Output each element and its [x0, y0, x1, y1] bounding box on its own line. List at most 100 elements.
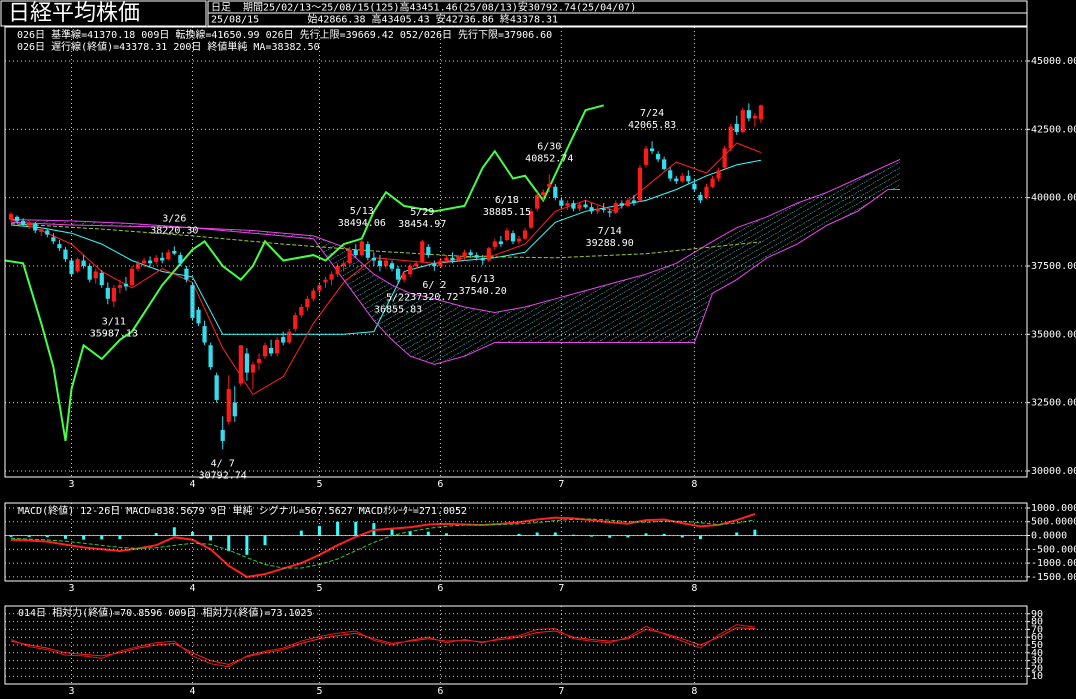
candle-body — [583, 204, 588, 208]
legend-entry: 026日 先行上限=39669.42 — [266, 28, 394, 41]
legend-entry: 026日 遅行線(終値)=43378.31 — [17, 40, 167, 53]
series-line — [5, 104, 604, 442]
annotation-date: 5/13 — [350, 206, 374, 217]
annotation-date: 5/22 — [386, 293, 410, 304]
candle-body — [565, 203, 570, 206]
candle-body — [408, 265, 413, 275]
histogram-bar — [644, 533, 648, 536]
annotation-price: 35987.13 — [90, 328, 138, 339]
candle-body — [601, 208, 606, 210]
candle-body — [256, 358, 262, 364]
candle-body — [21, 220, 26, 225]
y-tick-label: 30000.00 — [1031, 466, 1076, 477]
histogram-bar — [408, 531, 412, 536]
candle-body — [63, 249, 68, 260]
candle-body — [529, 211, 534, 228]
candle-body — [692, 183, 697, 190]
candle-body — [220, 429, 225, 441]
series-line — [10, 223, 761, 259]
histogram-bar — [100, 535, 104, 540]
histogram-bar — [63, 535, 67, 539]
histogram-bar — [735, 532, 739, 536]
candle-body — [474, 255, 479, 258]
histogram-bar — [608, 535, 612, 538]
candle-body — [710, 178, 715, 187]
candle-body — [716, 170, 721, 179]
histogram-bar — [118, 535, 122, 540]
annotation-price: 38494.06 — [338, 218, 386, 229]
candle-body — [728, 126, 733, 149]
series-line — [10, 513, 756, 578]
candle-body — [516, 238, 522, 242]
histogram-bar — [336, 521, 340, 536]
candle-body — [51, 237, 56, 242]
y-tick-label: 40 — [1031, 648, 1043, 659]
histogram-bar — [553, 532, 557, 536]
y-tick-label: 20 — [1031, 663, 1043, 674]
x-tick-label: 8 — [691, 479, 697, 490]
x-tick-label: 4 — [189, 583, 195, 594]
candle-body — [311, 290, 316, 299]
y-tick-label: -500.000 — [1031, 544, 1076, 555]
candle-body — [668, 170, 673, 179]
x-tick-label: 8 — [691, 583, 697, 594]
panel-frame — [4, 26, 1028, 478]
annotation-price: 39288.90 — [586, 238, 634, 249]
candle-body — [486, 248, 491, 261]
candle-body — [510, 233, 516, 242]
candle-body — [33, 223, 38, 231]
candle-body — [335, 265, 340, 275]
candle-body — [643, 148, 649, 165]
candle-body — [238, 345, 243, 384]
candle-body — [148, 260, 153, 264]
candle-body — [389, 263, 395, 269]
candle-body — [504, 230, 510, 241]
annotation-date: 6/ 2 — [422, 280, 446, 291]
y-tick-label: -1000.00 — [1031, 558, 1076, 569]
y-tick-label: 10 — [1031, 671, 1043, 682]
candle-body — [734, 123, 739, 133]
chart-title: 日経平均株価 — [8, 1, 140, 26]
candle-body — [589, 207, 594, 212]
candle-body — [655, 153, 661, 160]
candle-body — [383, 260, 389, 266]
series-line — [10, 627, 755, 666]
y-tick-label: 50 — [1031, 640, 1043, 651]
y-tick-label: 500.0000 — [1031, 517, 1076, 528]
candle-body — [740, 110, 745, 133]
candle-body — [365, 244, 370, 258]
candle-body — [722, 148, 727, 168]
y-tick-label: 32500.00 — [1031, 398, 1076, 409]
x-tick-label: 5 — [316, 583, 322, 594]
candle-body — [698, 194, 703, 201]
candle-body — [39, 229, 44, 232]
y-tick-label: 40000.00 — [1031, 193, 1076, 204]
x-tick-label: 8 — [691, 686, 697, 697]
panel-frame — [4, 502, 1028, 582]
candle-body — [305, 298, 310, 307]
candle-body — [154, 257, 159, 262]
y-tick-label: 70 — [1031, 624, 1043, 635]
x-tick-label: 6 — [437, 583, 443, 594]
candle-body — [99, 272, 104, 286]
y-tick-label: 1000.000 — [1031, 503, 1076, 514]
candle-body — [674, 178, 679, 182]
y-tick-label: 80 — [1031, 617, 1043, 628]
candle-body — [432, 263, 437, 266]
annotation-date: 7/24 — [640, 108, 664, 119]
candle-body — [498, 241, 503, 245]
histogram-bar — [753, 529, 757, 536]
annotation-date: 3/26 — [162, 213, 186, 224]
x-tick-label: 3 — [69, 686, 75, 697]
x-tick-label: 7 — [558, 479, 564, 490]
candle-body — [359, 241, 364, 256]
candle-body — [75, 259, 80, 272]
candle-body — [299, 306, 304, 316]
histogram-bar — [172, 527, 176, 536]
candle-body — [637, 167, 643, 201]
candle-body — [468, 252, 473, 256]
candle-body — [196, 309, 201, 324]
candle-body — [341, 263, 346, 266]
panel — [5, 513, 1027, 578]
legend-entry: 12-26日 MACD=838.5679 — [80, 506, 204, 517]
